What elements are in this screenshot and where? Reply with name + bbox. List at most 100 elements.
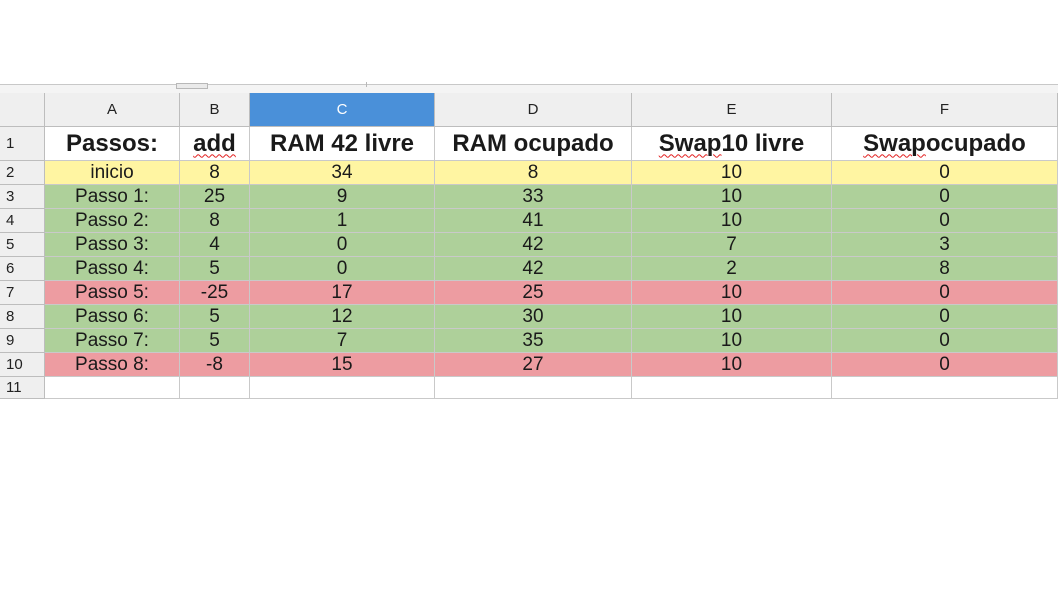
header-cell-ram-livre[interactable]: RAM 42 livre bbox=[250, 127, 435, 161]
step-cell[interactable]: Passo 5: bbox=[45, 281, 180, 305]
add-cell[interactable]: -25 bbox=[180, 281, 250, 305]
swap-livre-cell[interactable]: 10 bbox=[632, 185, 832, 209]
column-header-a[interactable]: A bbox=[45, 93, 180, 127]
formula-bar-edge bbox=[0, 82, 1058, 94]
column-header-e[interactable]: E bbox=[632, 93, 832, 127]
empty-cell[interactable] bbox=[250, 377, 435, 399]
step-cell[interactable]: Passo 4: bbox=[45, 257, 180, 281]
swap-ocupado-cell[interactable]: 0 bbox=[832, 161, 1058, 185]
swap-ocupado-cell[interactable]: 3 bbox=[832, 233, 1058, 257]
step-cell[interactable]: Passo 8: bbox=[45, 353, 180, 377]
step-cell[interactable]: Passo 7: bbox=[45, 329, 180, 353]
empty-cell[interactable] bbox=[45, 377, 180, 399]
add-cell[interactable]: 5 bbox=[180, 257, 250, 281]
swap-ocupado-cell[interactable]: 0 bbox=[832, 305, 1058, 329]
add-cell[interactable]: -8 bbox=[180, 353, 250, 377]
swap-ocupado-cell[interactable]: 0 bbox=[832, 353, 1058, 377]
header-cell-swap-ocupado[interactable]: Swap ocupado bbox=[832, 127, 1058, 161]
add-cell[interactable]: 8 bbox=[180, 161, 250, 185]
step-cell[interactable]: inicio bbox=[45, 161, 180, 185]
empty-cell[interactable] bbox=[832, 377, 1058, 399]
empty-cell[interactable] bbox=[180, 377, 250, 399]
ram-ocupado-cell[interactable]: 27 bbox=[435, 353, 632, 377]
step-cell[interactable]: Passo 6: bbox=[45, 305, 180, 329]
empty-cell[interactable] bbox=[435, 377, 632, 399]
step-cell[interactable]: Passo 3: bbox=[45, 233, 180, 257]
ram-ocupado-cell[interactable]: 33 bbox=[435, 185, 632, 209]
ram-ocupado-cell[interactable]: 41 bbox=[435, 209, 632, 233]
table-row: 4 Passo 2: 8 1 41 10 0 bbox=[0, 209, 1058, 233]
swap-livre-cell[interactable]: 10 bbox=[632, 305, 832, 329]
swap-ocupado-cell[interactable]: 0 bbox=[832, 281, 1058, 305]
table-row: 3 Passo 1: 25 9 33 10 0 bbox=[0, 185, 1058, 209]
swap-ocupado-cell[interactable]: 0 bbox=[832, 209, 1058, 233]
column-header-f[interactable]: F bbox=[832, 93, 1058, 127]
step-cell[interactable]: Passo 2: bbox=[45, 209, 180, 233]
swap-livre-cell[interactable]: 7 bbox=[632, 233, 832, 257]
ram-livre-cell[interactable]: 0 bbox=[250, 257, 435, 281]
swap-ocupado-cell[interactable]: 8 bbox=[832, 257, 1058, 281]
ram-ocupado-cell[interactable]: 30 bbox=[435, 305, 632, 329]
add-cell[interactable]: 5 bbox=[180, 329, 250, 353]
ram-livre-cell[interactable]: 17 bbox=[250, 281, 435, 305]
row-header[interactable]: 1 bbox=[0, 127, 45, 161]
row-header[interactable]: 2 bbox=[0, 161, 45, 185]
row-header[interactable]: 4 bbox=[0, 209, 45, 233]
column-header-c[interactable]: C bbox=[250, 93, 435, 127]
ram-livre-cell[interactable]: 34 bbox=[250, 161, 435, 185]
table-row: 5 Passo 3: 4 0 42 7 3 bbox=[0, 233, 1058, 257]
table-row: 6 Passo 4: 5 0 42 2 8 bbox=[0, 257, 1058, 281]
header-cell-ram-ocupado[interactable]: RAM ocupado bbox=[435, 127, 632, 161]
row-header[interactable]: 3 bbox=[0, 185, 45, 209]
ram-ocupado-cell[interactable]: 42 bbox=[435, 233, 632, 257]
add-cell[interactable]: 8 bbox=[180, 209, 250, 233]
table-row: 9 Passo 7: 5 7 35 10 0 bbox=[0, 329, 1058, 353]
ram-livre-cell[interactable]: 12 bbox=[250, 305, 435, 329]
spellcheck-word: Swap bbox=[658, 129, 722, 157]
empty-cell[interactable] bbox=[632, 377, 832, 399]
spreadsheet-grid: A B C D E F 1 Passos: add RAM 42 livre R… bbox=[0, 93, 1058, 447]
swap-livre-cell[interactable]: 10 bbox=[632, 161, 832, 185]
ram-livre-cell[interactable]: 7 bbox=[250, 329, 435, 353]
ram-livre-cell[interactable]: 1 bbox=[250, 209, 435, 233]
swap-ocupado-cell[interactable]: 0 bbox=[832, 185, 1058, 209]
header-cell-passos[interactable]: Passos: bbox=[45, 127, 180, 161]
swap-livre-cell[interactable]: 10 bbox=[632, 209, 832, 233]
add-cell[interactable]: 25 bbox=[180, 185, 250, 209]
name-box-edge[interactable] bbox=[176, 83, 208, 89]
row-header[interactable]: 8 bbox=[0, 305, 45, 329]
row-header[interactable]: 10 bbox=[0, 353, 45, 377]
ram-ocupado-cell[interactable]: 35 bbox=[435, 329, 632, 353]
ram-ocupado-cell[interactable]: 42 bbox=[435, 257, 632, 281]
table-row: 2 inicio 8 34 8 10 0 bbox=[0, 161, 1058, 185]
column-header-d[interactable]: D bbox=[435, 93, 632, 127]
spellcheck-word: add bbox=[193, 129, 236, 157]
step-cell[interactable]: Passo 1: bbox=[45, 185, 180, 209]
header-cell-swap-livre[interactable]: Swap 10 livre bbox=[632, 127, 832, 161]
table-row: 7 Passo 5: -25 17 25 10 0 bbox=[0, 281, 1058, 305]
row-header[interactable]: 7 bbox=[0, 281, 45, 305]
swap-livre-cell[interactable]: 10 bbox=[632, 353, 832, 377]
header-cell-add[interactable]: add bbox=[180, 127, 250, 161]
ram-livre-cell[interactable]: 15 bbox=[250, 353, 435, 377]
swap-livre-cell[interactable]: 2 bbox=[632, 257, 832, 281]
swap-livre-cell[interactable]: 10 bbox=[632, 281, 832, 305]
ram-ocupado-cell[interactable]: 25 bbox=[435, 281, 632, 305]
row-header[interactable]: 11 bbox=[0, 377, 45, 399]
row-header[interactable]: 6 bbox=[0, 257, 45, 281]
table-header-row: 1 Passos: add RAM 42 livre RAM ocupado S… bbox=[0, 127, 1058, 161]
ram-ocupado-cell[interactable]: 8 bbox=[435, 161, 632, 185]
add-cell[interactable]: 4 bbox=[180, 233, 250, 257]
swap-ocupado-cell[interactable]: 0 bbox=[832, 329, 1058, 353]
table-row: 10 Passo 8: -8 15 27 10 0 bbox=[0, 353, 1058, 377]
add-cell[interactable]: 5 bbox=[180, 305, 250, 329]
select-all-corner[interactable] bbox=[0, 93, 45, 127]
table-row: 8 Passo 6: 5 12 30 10 0 bbox=[0, 305, 1058, 329]
ram-livre-cell[interactable]: 0 bbox=[250, 233, 435, 257]
swap-livre-cell[interactable]: 10 bbox=[632, 329, 832, 353]
spellcheck-word: Swap bbox=[863, 129, 926, 157]
row-header[interactable]: 9 bbox=[0, 329, 45, 353]
ram-livre-cell[interactable]: 9 bbox=[250, 185, 435, 209]
column-header-b[interactable]: B bbox=[180, 93, 250, 127]
row-header[interactable]: 5 bbox=[0, 233, 45, 257]
